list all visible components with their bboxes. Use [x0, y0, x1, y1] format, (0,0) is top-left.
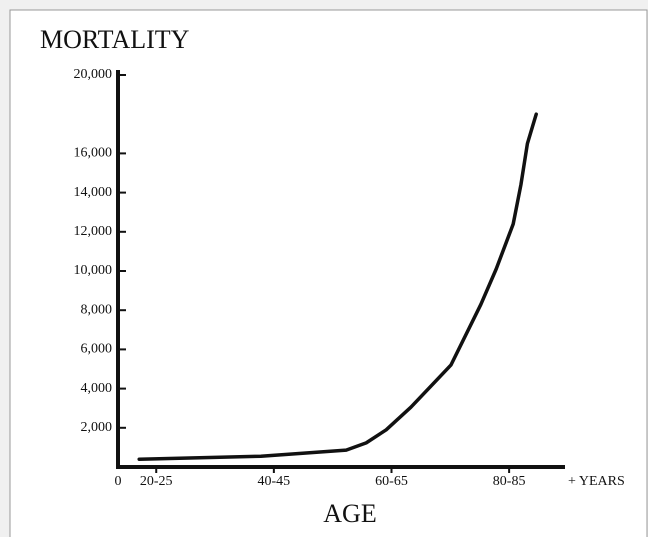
y-tick-label: 8,000 — [81, 302, 113, 317]
y-tick-label: 10,000 — [74, 263, 113, 278]
y-tick-label: 12,000 — [74, 224, 113, 239]
y-tick-label: 2,000 — [81, 420, 113, 435]
y-tick-label: 4,000 — [81, 381, 113, 396]
x-tick-label: 80-85 — [493, 474, 526, 489]
y-tick-label: 16,000 — [74, 146, 113, 161]
chart-title: MORTALITY — [40, 25, 190, 54]
origin-label: 0 — [115, 474, 122, 489]
y-tick-label: 20,000 — [74, 67, 113, 82]
y-tick-label: 14,000 — [74, 185, 113, 200]
x-axis-label: AGE — [323, 499, 376, 528]
y-tick-label: 6,000 — [81, 342, 113, 357]
mortality-line — [137, 112, 538, 461]
x-unit-label: + YEARS — [568, 474, 625, 489]
x-tick-label: 40-45 — [258, 474, 291, 489]
x-tick-label: 20-25 — [140, 474, 173, 489]
x-tick-label: 60-65 — [375, 474, 408, 489]
